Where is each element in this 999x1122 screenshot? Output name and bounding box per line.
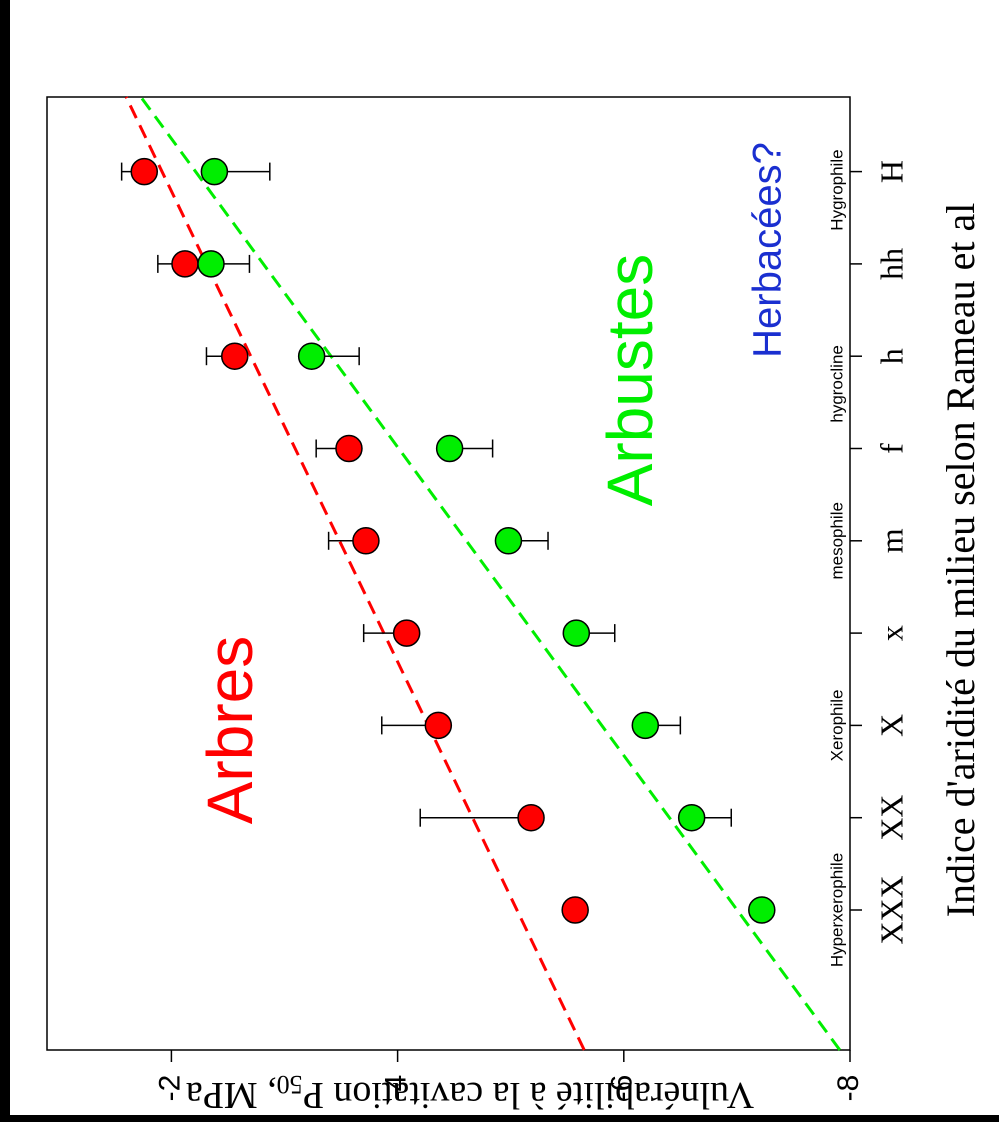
point	[517, 803, 545, 832]
x-tick-label: XXX	[873, 875, 909, 944]
point	[352, 527, 380, 555]
point	[335, 434, 363, 463]
x-tick-label: h	[873, 348, 909, 364]
zone-label: Xerophile	[827, 689, 846, 761]
x-tick-label: f	[873, 443, 909, 454]
point	[561, 896, 589, 924]
point	[200, 157, 229, 186]
point	[392, 619, 421, 647]
point	[748, 896, 776, 924]
zone-label: Hyperxerophile	[827, 853, 846, 967]
zone-label: Hygrophile	[827, 149, 846, 230]
point	[562, 619, 591, 647]
series-label: Arbustes	[594, 254, 666, 507]
point	[220, 342, 249, 370]
plot-frame	[46, 96, 851, 1051]
zone-label: hygrocline	[827, 345, 846, 423]
x-tick-label: H	[873, 160, 909, 183]
annotation: Herbacées?	[746, 142, 790, 358]
x-axis-label: Indice d'aridité du milieu selon Rameau …	[938, 203, 983, 918]
x-tick-label: X	[873, 714, 909, 737]
point	[297, 342, 326, 370]
zone-label: mesophile	[827, 502, 846, 580]
y-tick-label: -6	[606, 1075, 639, 1102]
background	[10, 0, 999, 1115]
y-tick-label: -8	[832, 1075, 865, 1102]
point	[424, 711, 453, 740]
x-tick-label: m	[873, 528, 909, 553]
x-tick-label: x	[873, 625, 909, 641]
y-tick-label: -2	[153, 1075, 186, 1102]
point	[197, 250, 225, 278]
point	[494, 527, 523, 555]
point	[631, 711, 660, 740]
x-tick-label: hh	[873, 248, 909, 280]
y-axis-label-sub: 50	[277, 1070, 303, 1099]
point	[130, 157, 159, 186]
y-axis-label-end: , MPa	[186, 1074, 277, 1116]
point	[435, 434, 464, 463]
y-tick-label: -4	[380, 1075, 413, 1102]
series-label: Arbres	[194, 636, 266, 825]
y-axis-label-main: Vulnérabilité à la cavitation P	[303, 1074, 754, 1116]
point	[677, 803, 706, 832]
y-axis-label: Vulnérabilité à la cavitation P50, MPa	[186, 1070, 754, 1116]
point	[171, 250, 199, 278]
x-tick-label: XX	[873, 795, 909, 841]
